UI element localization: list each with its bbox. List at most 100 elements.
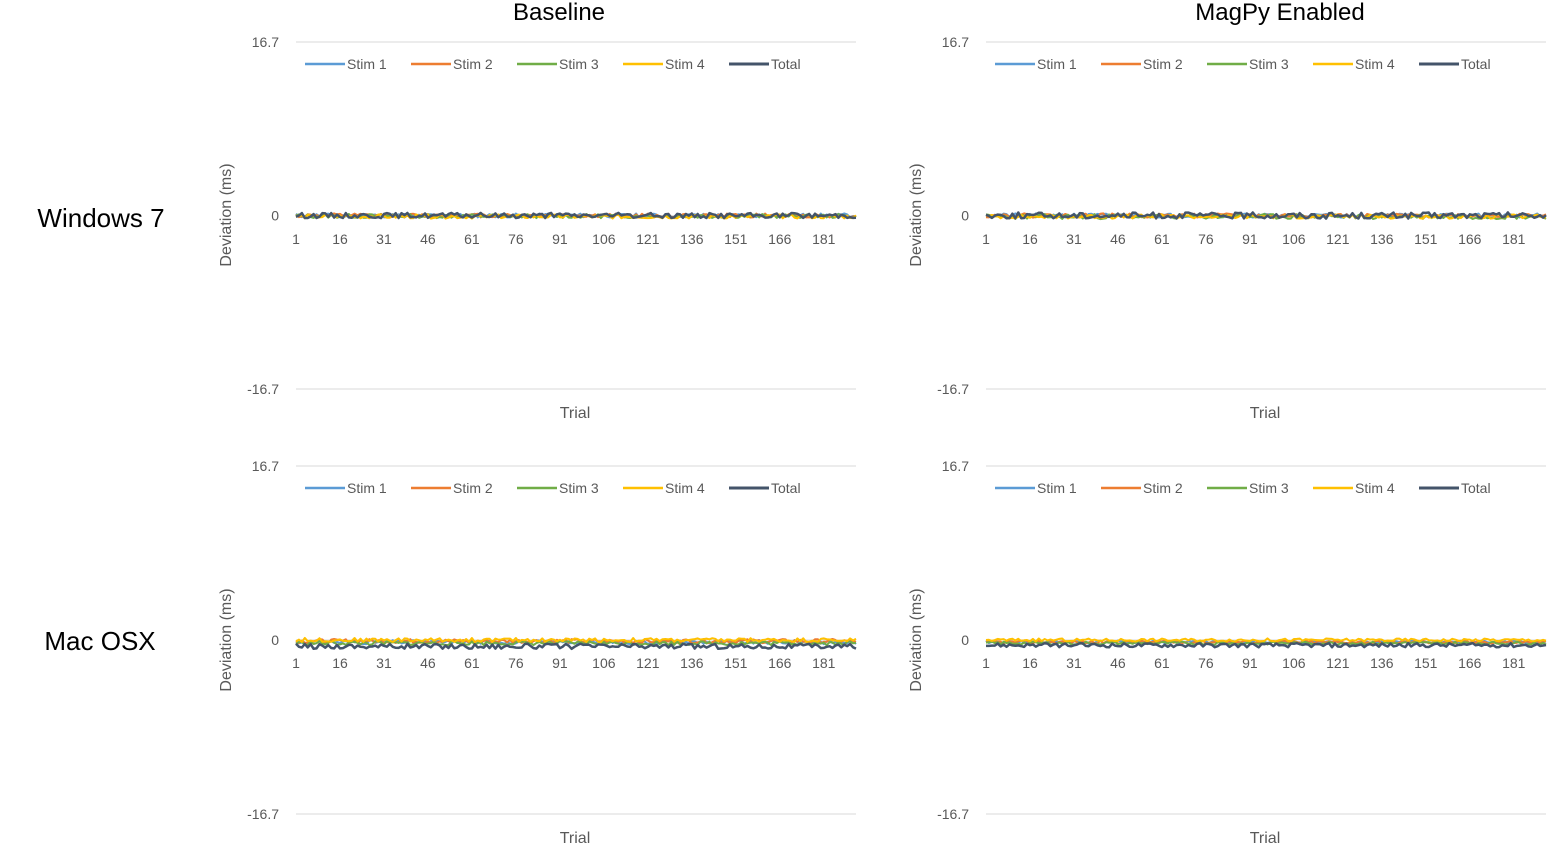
legend: Stim 1 Stim 2 Stim 3 Stim 4 Total <box>995 56 1491 72</box>
series-line-total <box>985 211 1547 220</box>
x-tick-label: 151 <box>724 655 748 671</box>
x-tick-label: 106 <box>1282 655 1306 671</box>
legend-label: Stim 1 <box>1037 480 1077 496</box>
y-tick-label: 0 <box>271 632 279 648</box>
legend-label: Stim 2 <box>453 480 493 496</box>
column-title-baseline: Baseline <box>513 0 605 26</box>
legend-label: Stim 3 <box>559 480 599 496</box>
x-tick-label: 181 <box>812 655 836 671</box>
x-tick-label: 91 <box>552 655 568 671</box>
chart-1: 16.7 0 -16.7 1 16 31 46 61 76 91 106 121 136 151 166 18… <box>218 34 857 422</box>
y-axis-title: Deviation (ms) <box>908 588 925 691</box>
y-tick-label: -16.7 <box>937 381 969 397</box>
legend: Stim 1 Stim 2 Stim 3 Stim 4 Total <box>305 480 801 496</box>
column-title-magpy-enabled: MagPy Enabled <box>1195 0 1364 26</box>
legend-label: Stim 2 <box>1143 56 1183 72</box>
y-tick-label: -16.7 <box>247 381 279 397</box>
x-tick-label: 16 <box>332 655 348 671</box>
x-tick-label: 76 <box>1198 231 1214 247</box>
x-tick-label: 46 <box>1110 231 1126 247</box>
x-tick-label: 16 <box>1022 655 1038 671</box>
x-tick-label: 61 <box>464 231 480 247</box>
x-tick-label: 1 <box>982 231 990 247</box>
y-tick-label: 16.7 <box>252 458 279 474</box>
x-tick-label: 181 <box>812 231 836 247</box>
y-axis-title: Deviation (ms) <box>218 588 235 691</box>
legend-label: Stim 4 <box>1355 56 1395 72</box>
x-tick-label: 106 <box>592 231 616 247</box>
series-line-total <box>295 211 857 220</box>
x-axis-title: Trial <box>560 830 591 845</box>
chart-3: 16.7 0 -16.7 1 16 31 46 61 76 91 106 121 136 151 166 18… <box>218 458 857 845</box>
x-tick-label: 166 <box>768 655 792 671</box>
legend-label: Stim 3 <box>559 56 599 72</box>
x-axis-title: Trial <box>1250 830 1281 845</box>
legend-label: Stim 2 <box>453 56 493 72</box>
x-tick-label: 136 <box>680 655 704 671</box>
x-tick-label: 166 <box>768 231 792 247</box>
legend-label: Stim 4 <box>665 56 705 72</box>
x-tick-label: 46 <box>420 655 436 671</box>
x-tick-label: 91 <box>552 231 568 247</box>
x-tick-label: 121 <box>636 231 660 247</box>
legend-label: Stim 1 <box>1037 56 1077 72</box>
series-line-total <box>295 642 857 651</box>
x-tick-label: 76 <box>1198 655 1214 671</box>
x-tick-label: 181 <box>1502 655 1526 671</box>
row-label-mac-osx: Mac OSX <box>44 626 155 656</box>
y-tick-label: 16.7 <box>942 34 969 50</box>
y-tick-label: -16.7 <box>247 806 279 822</box>
x-tick-label: 136 <box>1370 655 1394 671</box>
x-tick-label: 181 <box>1502 231 1526 247</box>
legend-label: Stim 3 <box>1249 56 1289 72</box>
series-line-stim-4 <box>985 637 1547 643</box>
x-tick-label: 91 <box>1242 655 1258 671</box>
y-tick-label: 0 <box>961 208 969 224</box>
y-tick-label: 16.7 <box>252 34 279 50</box>
y-tick-label: 0 <box>271 208 279 224</box>
x-tick-label: 1 <box>292 655 300 671</box>
x-tick-label: 76 <box>508 655 524 671</box>
x-tick-label: 166 <box>1458 655 1482 671</box>
x-tick-label: 16 <box>1022 231 1038 247</box>
x-tick-label: 166 <box>1458 231 1482 247</box>
x-axis-title: Trial <box>1250 405 1281 422</box>
x-tick-label: 106 <box>592 655 616 671</box>
x-tick-label: 31 <box>1066 655 1082 671</box>
x-tick-label: 46 <box>1110 655 1126 671</box>
x-tick-label: 61 <box>1154 655 1170 671</box>
x-tick-label: 151 <box>1414 231 1438 247</box>
legend-label: Stim 4 <box>665 480 705 496</box>
x-tick-label: 16 <box>332 231 348 247</box>
legend-label: Stim 4 <box>1355 480 1395 496</box>
legend: Stim 1 Stim 2 Stim 3 Stim 4 Total <box>995 480 1491 496</box>
legend-label: Stim 1 <box>347 480 387 496</box>
x-tick-label: 136 <box>680 231 704 247</box>
x-tick-label: 31 <box>376 231 392 247</box>
x-tick-label: 61 <box>1154 231 1170 247</box>
x-axis-title: Trial <box>560 405 591 422</box>
chart-2: 16.7 0 -16.7 1 16 31 46 61 76 91 106 121 136 151 166 18… <box>908 34 1547 422</box>
legend: Stim 1 Stim 2 Stim 3 Stim 4 Total <box>305 56 801 72</box>
legend-label: Stim 2 <box>1143 480 1183 496</box>
row-label-windows-7: Windows 7 <box>37 203 164 233</box>
x-tick-label: 121 <box>1326 231 1350 247</box>
x-tick-label: 121 <box>1326 655 1350 671</box>
chart-grid: 16.7 0 -16.7 1 16 31 46 61 76 91 106 121 136 151 166 18… <box>218 34 1547 845</box>
x-tick-label: 106 <box>1282 231 1306 247</box>
x-tick-label: 136 <box>1370 231 1394 247</box>
x-tick-label: 76 <box>508 231 524 247</box>
x-tick-label: 121 <box>636 655 660 671</box>
y-axis-title: Deviation (ms) <box>908 163 925 266</box>
y-tick-label: -16.7 <box>937 806 969 822</box>
y-tick-label: 16.7 <box>942 458 969 474</box>
series-line-total <box>986 641 1547 649</box>
legend-label: Total <box>1461 480 1491 496</box>
x-tick-label: 1 <box>982 655 990 671</box>
x-tick-label: 1 <box>292 231 300 247</box>
legend-label: Total <box>1461 56 1491 72</box>
legend-label: Total <box>771 480 801 496</box>
legend-label: Stim 1 <box>347 56 387 72</box>
legend-label: Total <box>771 56 801 72</box>
